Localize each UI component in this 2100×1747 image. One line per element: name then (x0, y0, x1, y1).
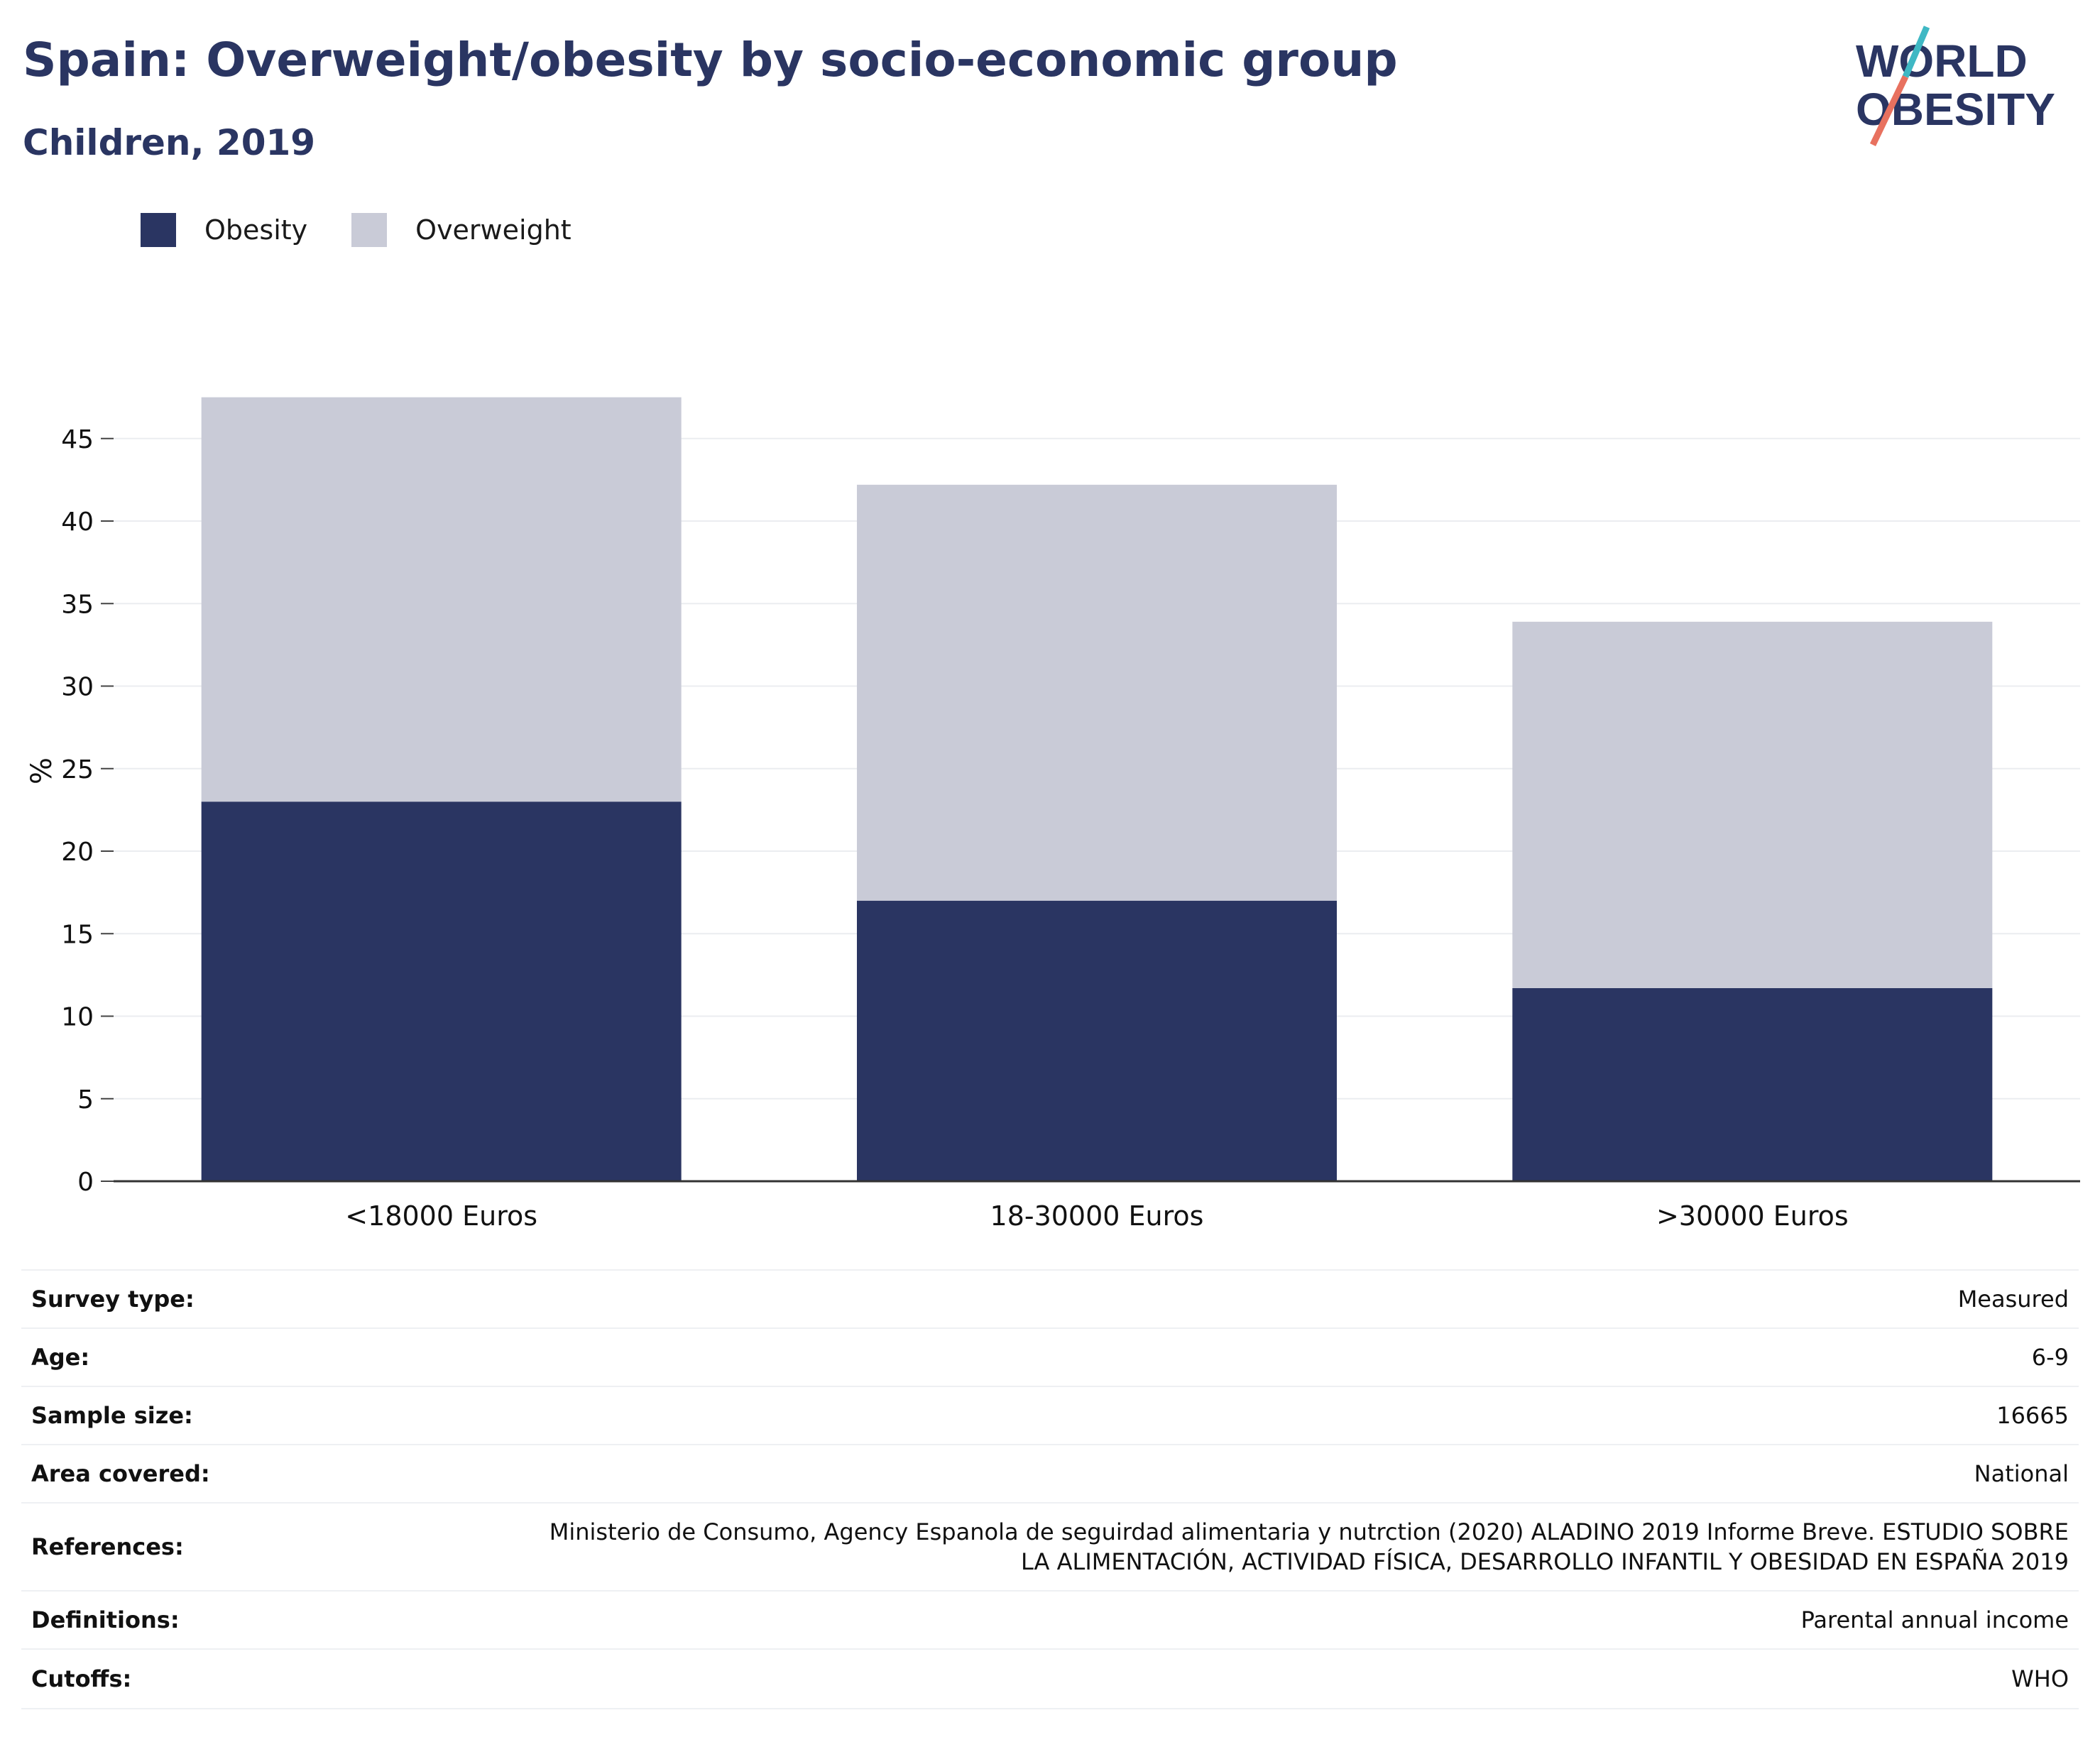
bar-overweight (1512, 621, 1993, 988)
details-key: Sample size: (31, 1402, 193, 1429)
bar-overweight (857, 484, 1337, 901)
details-value: 6-9 (2031, 1344, 2069, 1371)
y-tick-label: 35 (61, 590, 94, 619)
chart-title: Spain: Overweight/obesity by socio-econo… (23, 33, 1398, 87)
details-value: Ministerio de Consumo, Agency Espanola d… (549, 1518, 2069, 1575)
chart-legend: Obesity Overweight (141, 212, 616, 248)
details-row: Sample size: 16665 (21, 1386, 2079, 1444)
x-tick-label: 18-30000 Euros (990, 1200, 1204, 1232)
y-tick-label: 5 (77, 1085, 94, 1115)
details-row: Area covered: National (21, 1444, 2079, 1502)
details-row: Cutoffs: WHO (21, 1648, 2079, 1709)
details-key: Area covered: (31, 1460, 210, 1487)
y-tick-label: 30 (61, 673, 94, 702)
legend-swatch-obesity (141, 213, 176, 247)
stacked-bar-chart: 0 5 10 15 20 25 30 35 40 45% <18000 Euros 18-30000 … (26, 397, 2080, 1232)
x-tick-label: >30000 Euros (1656, 1200, 1849, 1232)
details-key: Survey type: (31, 1286, 195, 1313)
bar-obesity (857, 900, 1337, 1181)
bar-obesity (1512, 987, 1993, 1181)
y-tick-label: 40 (61, 508, 94, 537)
legend-swatch-overweight (351, 213, 388, 247)
chart-subtitle: Children, 2019 (23, 122, 316, 163)
survey-details-table: Survey type: Measured Age: 6-9 Sample size: 1… (21, 1269, 2079, 1709)
logo-slash-top (1902, 26, 1930, 78)
details-row: Survey type: Measured (21, 1269, 2079, 1327)
details-value: WHO (2011, 1665, 2069, 1692)
y-tick-label: 10 (61, 1003, 94, 1032)
y-tick-label: 0 (77, 1168, 94, 1197)
legend-item-overweight[interactable]: Overweight (351, 213, 572, 247)
details-value: Measured (1957, 1286, 2069, 1313)
legend-item-obesity[interactable]: Obesity (141, 213, 307, 247)
details-key: Cutoffs: (31, 1665, 132, 1692)
bar-overweight (201, 397, 682, 802)
y-tick-label: 45 (61, 425, 94, 454)
details-row: References: Ministerio de Consumo, Agency… (21, 1502, 2079, 1590)
legend-label-obesity: Obesity (204, 214, 308, 246)
logo-slash-bottom (1869, 75, 1909, 146)
y-tick-label: 15 (61, 920, 94, 949)
x-tick-label: <18000 Euros (345, 1200, 537, 1232)
details-value: National (1974, 1460, 2069, 1487)
y-axis-label: % (26, 757, 58, 784)
details-key: Age: (31, 1344, 90, 1371)
logo-word-world: WORLD (1856, 35, 2028, 87)
y-tick-label: 25 (61, 755, 94, 784)
details-value: 16665 (1996, 1402, 2069, 1429)
details-value: Parental annual income (1800, 1606, 2069, 1633)
bar-obesity (201, 801, 682, 1181)
legend-label-overweight: Overweight (415, 214, 572, 246)
details-row: Age: 6-9 (21, 1327, 2079, 1386)
y-tick-label: 20 (61, 838, 94, 867)
details-key: References: (31, 1533, 184, 1560)
world-obesity-logo: WORLD OBESITY (1856, 26, 2055, 146)
details-key: Definitions: (31, 1606, 180, 1633)
details-row: Definitions: Parental annual income (21, 1590, 2079, 1648)
